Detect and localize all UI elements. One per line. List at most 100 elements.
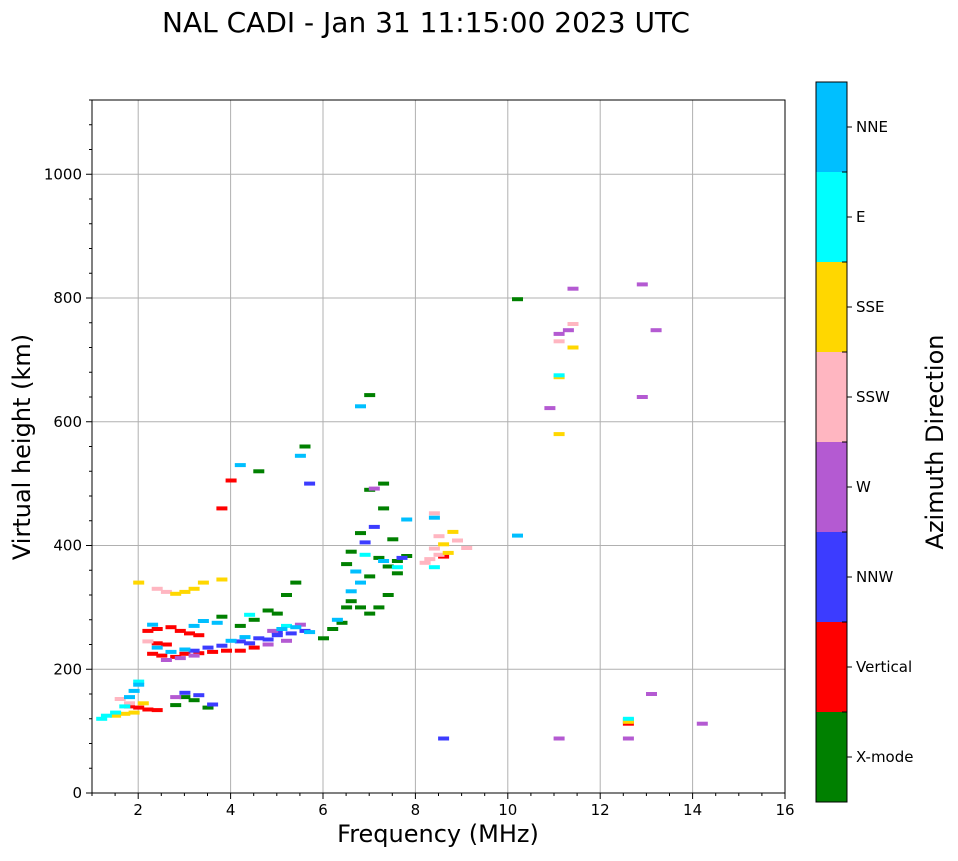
- data-point: [128, 710, 140, 715]
- data-point: [433, 534, 445, 539]
- y-tick-label: 1000: [44, 165, 82, 183]
- data-point: [128, 688, 140, 693]
- data-point: [179, 695, 191, 700]
- data-point: [622, 719, 634, 724]
- data-point: [221, 648, 232, 653]
- data-point: [133, 679, 145, 684]
- data-point: [211, 620, 223, 625]
- data-point: [391, 571, 403, 576]
- data-point: [147, 651, 159, 656]
- data-point: [636, 395, 648, 399]
- colorbar-segment: [816, 532, 847, 622]
- colorbar-label: Azimuth Direction: [921, 335, 949, 550]
- data-point: [553, 432, 565, 437]
- data-point: [165, 625, 177, 630]
- data-point: [318, 636, 329, 641]
- x-tick-label: 8: [411, 801, 421, 819]
- data-point: [151, 708, 163, 713]
- data-point: [290, 625, 302, 630]
- grid-lines: [92, 100, 785, 793]
- data-point: [294, 453, 306, 458]
- data-point: [294, 622, 306, 627]
- data-point: [216, 506, 228, 511]
- colorbar-tick-label: NNE: [856, 118, 888, 136]
- data-points: [96, 282, 708, 741]
- data-point: [119, 711, 131, 716]
- data-point: [179, 651, 191, 656]
- data-point: [391, 559, 403, 563]
- colorbar-frame: [815, 81, 848, 803]
- data-point: [378, 506, 390, 511]
- colorbar-tick-label: Vertical: [856, 658, 912, 676]
- azimuth-colorbar: X-mode Vertical NNW W SSW SSE E NNE: [815, 81, 913, 803]
- data-point: [419, 560, 431, 565]
- data-point: [110, 713, 122, 718]
- data-point: [345, 549, 357, 554]
- data-point: [142, 639, 154, 644]
- colorbar-segment: [816, 622, 847, 712]
- data-point: [355, 605, 366, 610]
- data-point: [202, 705, 214, 710]
- y-axis-label: Virtual height (km): [8, 334, 36, 560]
- data-point: [567, 345, 579, 350]
- y-tick-label: 400: [53, 537, 82, 555]
- data-point: [368, 486, 380, 491]
- data-point: [225, 478, 237, 483]
- data-point: [364, 574, 376, 579]
- data-point: [553, 736, 565, 741]
- data-point: [281, 638, 292, 643]
- data-point: [160, 658, 172, 662]
- data-point: [234, 648, 246, 653]
- data-point: [650, 328, 662, 333]
- data-point: [202, 645, 214, 650]
- data-point: [156, 653, 168, 658]
- data-point: [151, 586, 163, 591]
- data-point: [142, 628, 154, 633]
- data-point: [207, 702, 219, 707]
- data-point: [562, 328, 574, 333]
- data-point: [234, 463, 246, 468]
- plot-frame: [91, 99, 786, 794]
- x-tick-label: 10: [498, 801, 517, 819]
- data-point: [133, 682, 145, 687]
- data-point: [345, 589, 357, 594]
- data-point: [373, 605, 385, 610]
- data-point: [438, 736, 450, 741]
- x-tick-label: 2: [133, 801, 143, 819]
- data-point: [234, 623, 246, 628]
- data-point: [355, 531, 366, 536]
- data-point: [114, 697, 126, 701]
- data-point: [197, 580, 209, 585]
- x-tick-label: 4: [226, 801, 236, 819]
- data-point: [179, 690, 191, 695]
- data-point: [160, 589, 172, 594]
- colorbar-segment: [816, 442, 847, 532]
- data-point: [696, 721, 708, 726]
- data-point: [147, 622, 159, 627]
- x-tick-label: 16: [775, 801, 794, 819]
- data-point: [378, 481, 390, 486]
- data-point: [382, 593, 394, 597]
- data-point: [124, 701, 135, 706]
- data-point: [239, 635, 251, 640]
- data-point: [96, 716, 108, 721]
- data-point: [281, 623, 292, 628]
- colorbar-tick-label: E: [856, 208, 865, 226]
- data-point: [262, 637, 274, 642]
- data-point: [165, 649, 177, 654]
- data-point: [262, 608, 274, 613]
- data-point: [142, 707, 154, 712]
- data-point: [512, 533, 523, 538]
- data-point: [188, 653, 200, 658]
- data-point: [359, 552, 371, 557]
- data-point: [382, 564, 394, 569]
- data-point: [428, 565, 440, 570]
- data-point: [359, 540, 371, 545]
- data-point: [428, 511, 440, 516]
- data-point: [179, 589, 191, 594]
- data-point: [350, 569, 362, 574]
- data-point: [331, 617, 343, 622]
- data-point: [304, 630, 316, 635]
- data-point: [646, 692, 657, 696]
- data-point: [244, 612, 256, 617]
